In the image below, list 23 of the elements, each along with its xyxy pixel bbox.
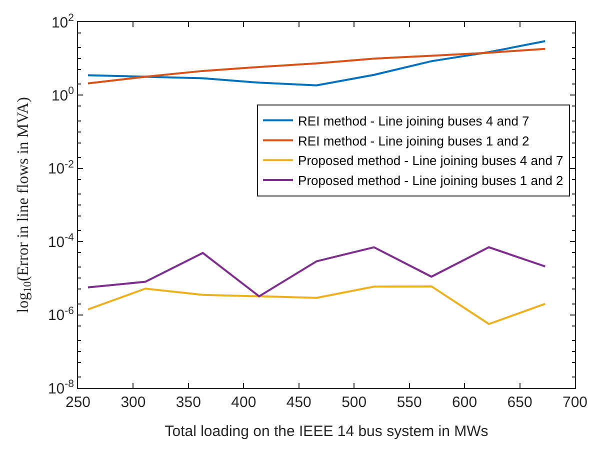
line-series (86, 246, 546, 298)
x-tick-label: 500 (342, 394, 367, 411)
y-tick-label: 10$^{0}$ (51, 85, 74, 104)
y-tick-label: 10$^{2}$ (51, 12, 74, 32)
line-series (86, 40, 546, 86)
x-tick-label: 300 (120, 394, 146, 411)
x-tick-label: 700 (562, 394, 588, 411)
legend-label: REI method - Line joining buses 1 and 2 (298, 133, 530, 148)
x-axis-title: Total loading on the IEEE 14 bus system in MWs (164, 423, 488, 440)
legend-label: Proposed method - Line joining buses 1 and 2 (298, 173, 564, 188)
x-tick-label: 650 (507, 394, 532, 411)
y-tick-label: 10$^{-2}$ (48, 158, 74, 178)
x-tick-label: 450 (286, 394, 312, 411)
x-tick-label: 600 (452, 394, 478, 411)
x-tick-label: 550 (396, 394, 422, 411)
line-series (86, 48, 546, 84)
legend-label: REI method - Line joining buses 4 and 7 (298, 113, 530, 128)
y-tick-label: 10$^{-4}$ (48, 232, 74, 251)
x-tick-label: 350 (176, 394, 201, 411)
line-series (86, 285, 546, 326)
x-tick-label: 400 (231, 394, 256, 411)
legend-label: Proposed method - Line joining buses 4 and 7 (298, 153, 564, 168)
y-tick-label: 10$^{-6}$ (48, 304, 74, 324)
